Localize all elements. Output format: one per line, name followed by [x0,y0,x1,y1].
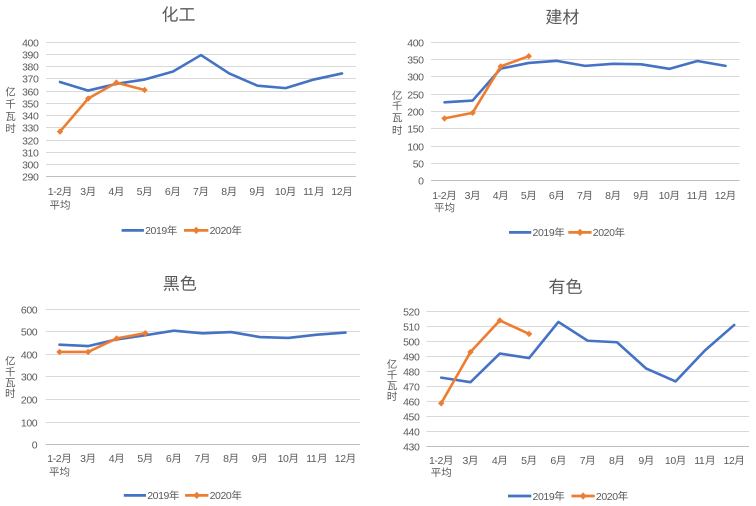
svg-text:10: 10 [275,186,286,198]
svg-text:2020: 2020 [593,227,615,239]
svg-text:350: 350 [22,98,39,110]
svg-text:11: 11 [687,190,698,202]
svg-text:300: 300 [22,159,39,171]
svg-text:9: 9 [633,190,639,202]
svg-text:330: 330 [22,122,39,134]
svg-text:480: 480 [403,366,420,378]
svg-text:5: 5 [137,453,143,465]
svg-text:500: 500 [21,326,38,338]
svg-text:450: 450 [403,411,420,423]
svg-text:250: 250 [407,89,424,101]
svg-text:2019: 2019 [145,225,167,237]
svg-text:7: 7 [580,455,586,467]
svg-text:300: 300 [21,371,38,383]
svg-text:11: 11 [303,186,314,198]
svg-text:8: 8 [223,453,229,465]
svg-text:2019: 2019 [533,491,555,503]
svg-text:400: 400 [407,37,424,49]
svg-text:6: 6 [549,190,555,202]
svg-text:350: 350 [407,54,424,66]
svg-text:9: 9 [252,453,258,465]
svg-text:8: 8 [605,190,611,202]
svg-text:400: 400 [21,349,38,361]
svg-text:5: 5 [521,455,527,467]
svg-text:1-2: 1-2 [429,455,444,467]
svg-text:1-2: 1-2 [47,453,62,465]
svg-text:0: 0 [32,439,38,451]
svg-text:10: 10 [665,455,676,467]
svg-text:12: 12 [335,453,346,465]
svg-text:320: 320 [22,135,39,147]
svg-text:500: 500 [403,336,420,348]
svg-text:7: 7 [577,190,583,202]
svg-text:9: 9 [638,455,644,467]
svg-text:490: 490 [403,351,420,363]
svg-text:12: 12 [331,186,342,198]
svg-text:3: 3 [80,453,86,465]
svg-text:2019: 2019 [147,490,169,502]
svg-text:470: 470 [403,381,420,393]
svg-text:12: 12 [715,190,726,202]
svg-text:520: 520 [403,306,420,318]
svg-text:2019: 2019 [533,227,555,239]
svg-text:9: 9 [249,186,255,198]
svg-text:3: 3 [80,186,86,198]
svg-text:4: 4 [109,453,115,465]
svg-text:380: 380 [22,61,39,73]
svg-text:510: 510 [403,321,420,333]
svg-text:340: 340 [22,110,39,122]
svg-text:310: 310 [22,147,39,159]
svg-text:6: 6 [165,186,171,198]
svg-text:8: 8 [221,186,227,198]
svg-text:3: 3 [463,455,469,467]
svg-text:150: 150 [407,123,424,135]
svg-text:360: 360 [22,86,39,98]
svg-text:5: 5 [137,186,143,198]
svg-text:7: 7 [195,453,201,465]
svg-text:600: 600 [21,304,38,316]
svg-text:300: 300 [407,71,424,83]
svg-text:370: 370 [22,73,39,85]
svg-text:400: 400 [22,37,39,49]
svg-text:390: 390 [22,49,39,61]
svg-text:11: 11 [306,453,317,465]
svg-text:3: 3 [465,190,471,202]
svg-text:1-2: 1-2 [48,186,63,198]
svg-text:200: 200 [21,394,38,406]
svg-text:10: 10 [278,453,289,465]
svg-text:4: 4 [108,186,114,198]
svg-text:6: 6 [550,455,556,467]
svg-text:460: 460 [403,396,420,408]
svg-text:100: 100 [407,141,424,153]
svg-text:4: 4 [493,190,499,202]
svg-text:50: 50 [413,158,424,170]
svg-text:1-2: 1-2 [432,190,447,202]
svg-text:8: 8 [609,455,615,467]
svg-text:2020: 2020 [210,225,232,237]
svg-text:12: 12 [724,455,735,467]
svg-text:430: 430 [403,441,420,453]
svg-text:5: 5 [521,190,527,202]
svg-text:2020: 2020 [596,491,618,503]
svg-text:100: 100 [21,417,38,429]
svg-text:200: 200 [407,106,424,118]
svg-text:2020: 2020 [210,490,232,502]
svg-text:6: 6 [166,453,172,465]
svg-text:290: 290 [22,171,39,183]
svg-text:11: 11 [694,455,705,467]
svg-text:440: 440 [403,426,420,438]
svg-text:4: 4 [492,455,498,467]
svg-text:0: 0 [418,175,424,187]
svg-text:10: 10 [659,190,670,202]
svg-text:7: 7 [193,186,199,198]
